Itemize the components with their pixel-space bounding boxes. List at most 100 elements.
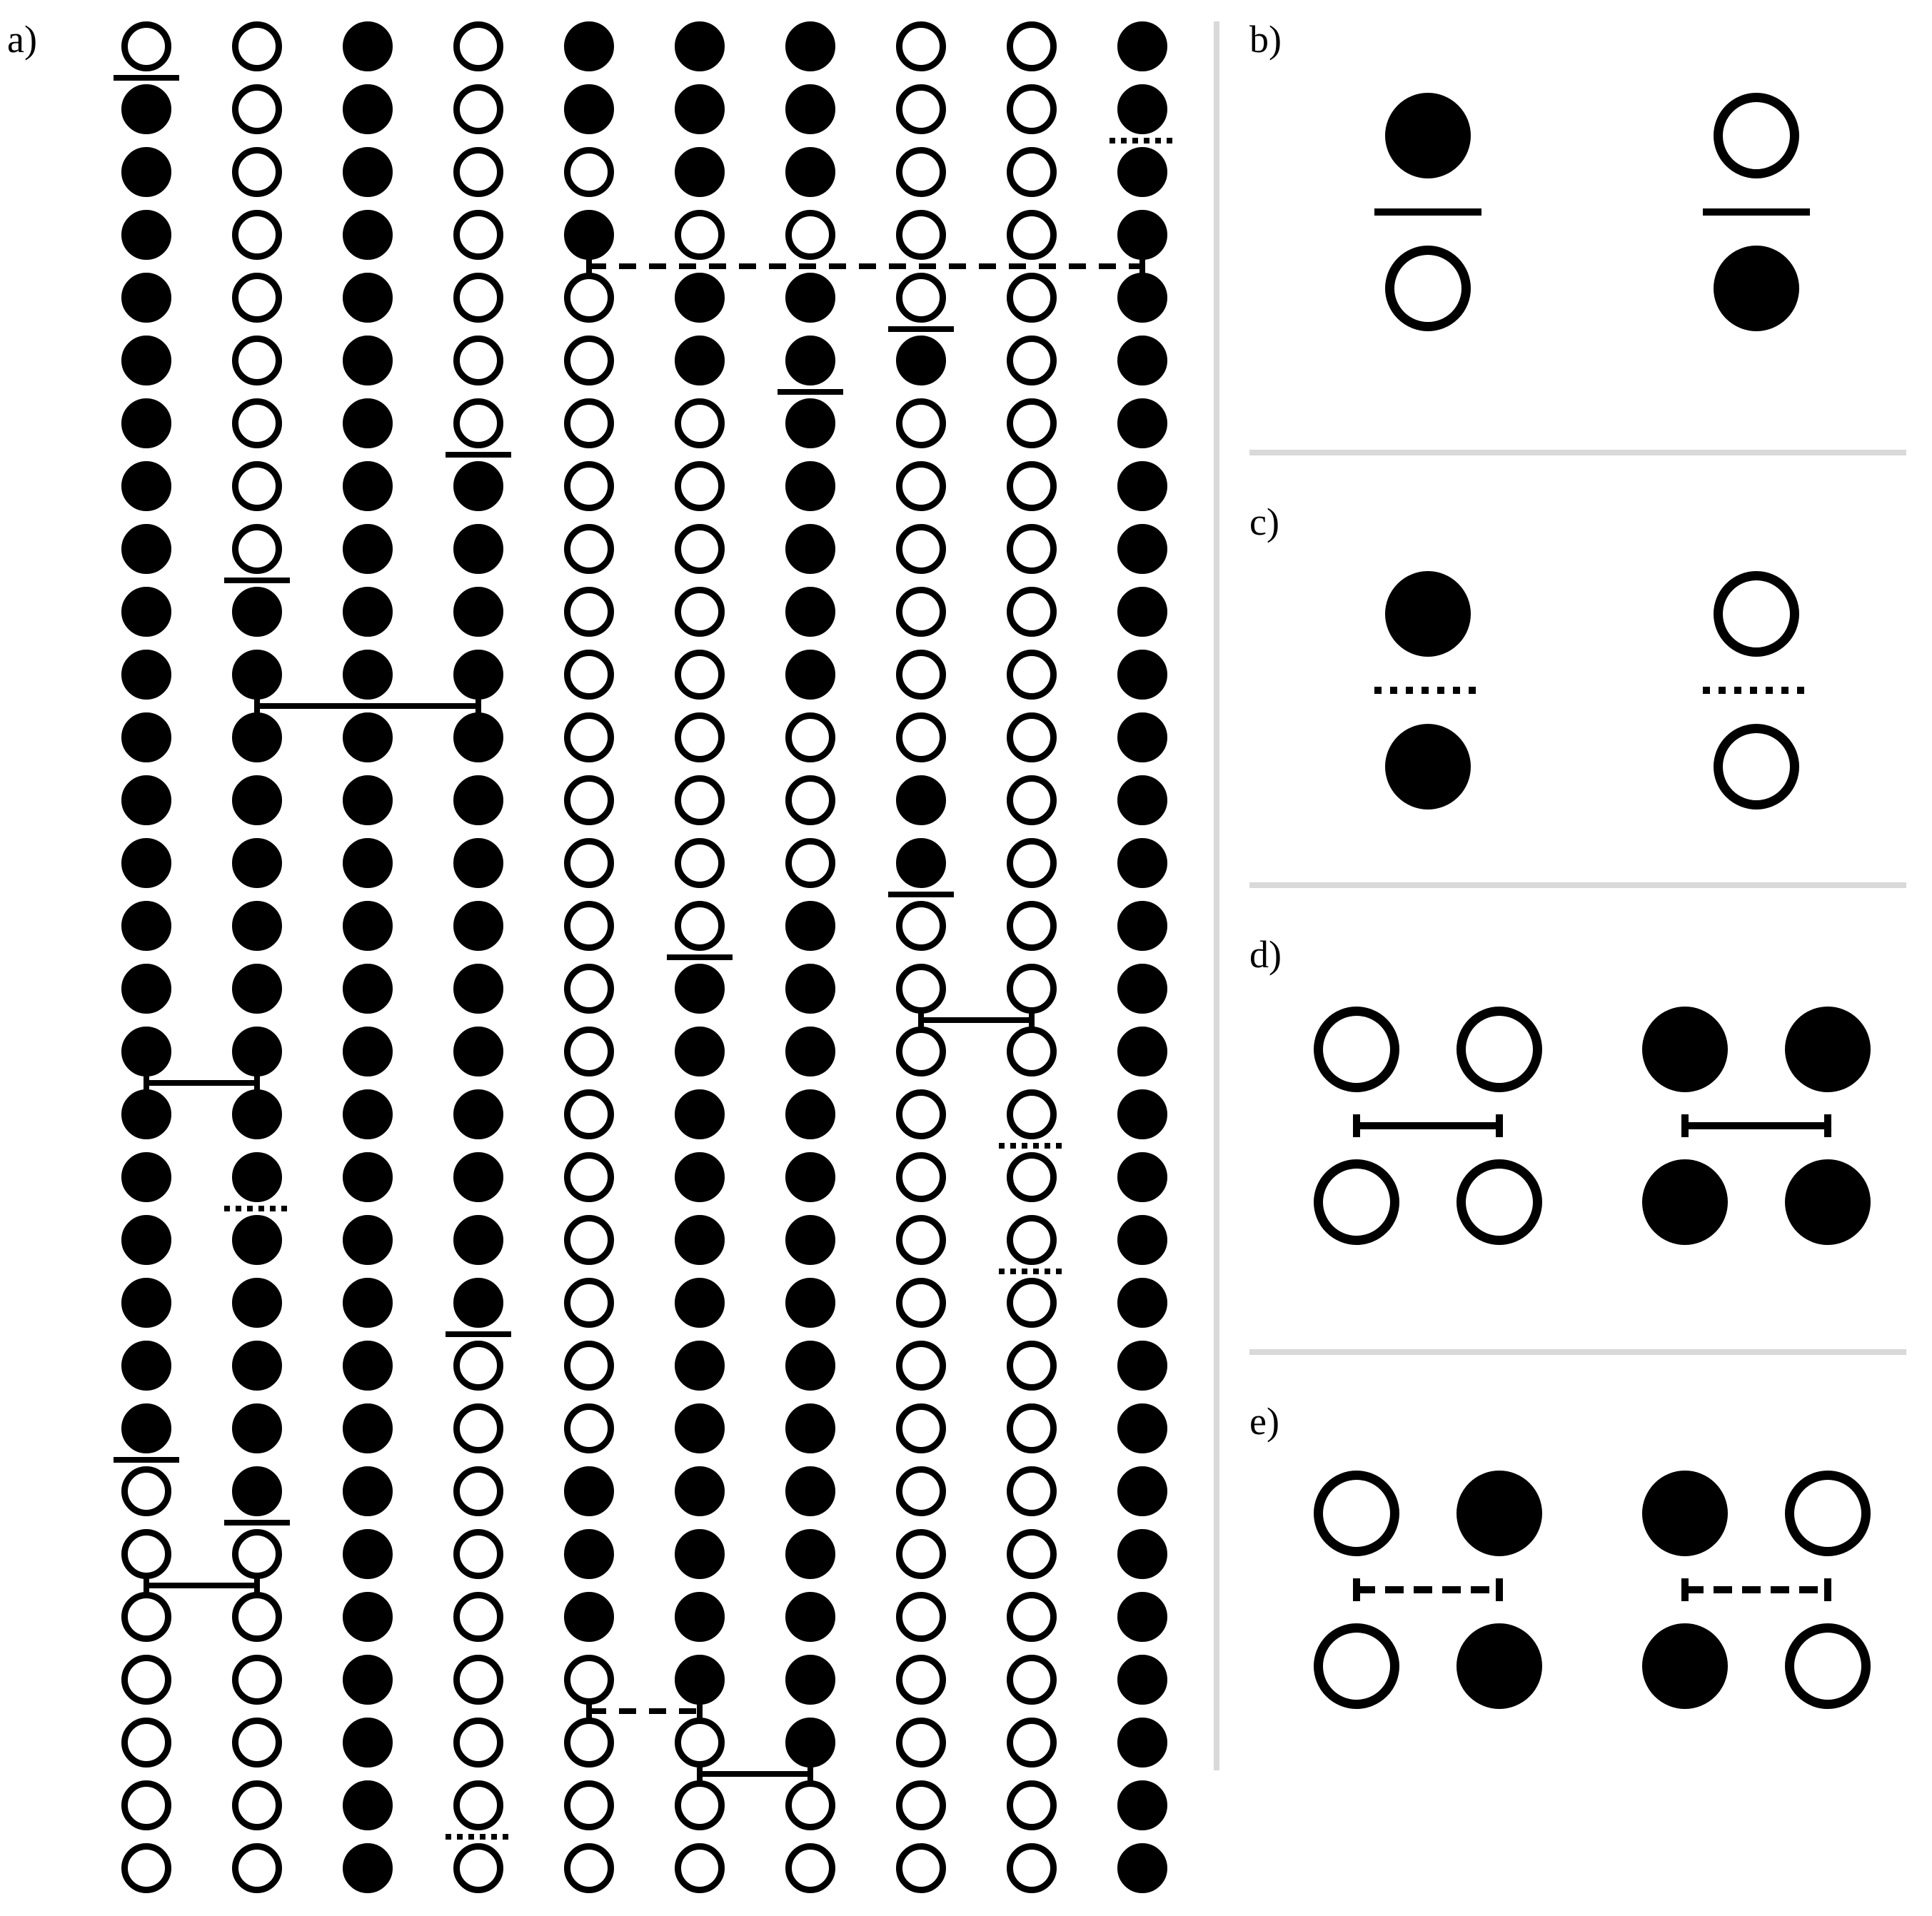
grid-dot (896, 1403, 946, 1453)
grid-dot (896, 1152, 946, 1202)
panel-label-a: a) (7, 17, 37, 61)
grid-dot (675, 273, 725, 323)
grid-dot (564, 1718, 614, 1768)
grid-dot (675, 1089, 725, 1139)
dotted-line (589, 1708, 700, 1714)
grid-dot (675, 587, 725, 637)
grid-dot (121, 21, 171, 71)
grid-dot (785, 1780, 835, 1830)
grid-dot (1117, 838, 1167, 888)
grid-dot (896, 336, 946, 385)
grid-dot (1007, 524, 1057, 574)
grid-dot (1007, 1843, 1057, 1893)
grid-dot (896, 1466, 946, 1516)
dotted-line (589, 263, 1142, 269)
grid-dot (343, 1843, 393, 1893)
dotted-line (224, 1206, 290, 1211)
grid-dot (232, 461, 282, 511)
grid-dot (1714, 93, 1799, 178)
grid-dot (675, 1843, 725, 1893)
grid-dot (1714, 246, 1799, 331)
grid-dot (121, 1341, 171, 1391)
grid-dot (896, 1027, 946, 1077)
grid-dot (343, 775, 393, 825)
grid-dot (675, 336, 725, 385)
grid-dot (453, 398, 503, 448)
grid-dot (453, 1780, 503, 1830)
grid-dot (1385, 246, 1471, 331)
grid-dot (121, 775, 171, 825)
grid-dot (1007, 461, 1057, 511)
grid-dot (343, 84, 393, 134)
grid-dot (896, 712, 946, 762)
grid-dot (1642, 1471, 1728, 1556)
panel-label-c: c) (1249, 500, 1279, 544)
grid-dot (675, 1466, 725, 1516)
grid-dot (1007, 964, 1057, 1014)
grid-dot (1117, 1718, 1167, 1768)
dotted-line (1374, 687, 1481, 694)
grid-dot (675, 1215, 725, 1265)
grid-dot (896, 775, 946, 825)
grid-dot (1007, 1780, 1057, 1830)
grid-dot (232, 84, 282, 134)
grid-dot (121, 1152, 171, 1202)
grid-dot (453, 1843, 503, 1893)
grid-dot (343, 587, 393, 637)
tick (697, 1765, 703, 1783)
grid-dot (232, 1341, 282, 1391)
grid-dot (675, 1718, 725, 1768)
grid-dot (232, 1403, 282, 1453)
solid-line (700, 1771, 810, 1777)
grid-dot (453, 1403, 503, 1453)
grid-dot (232, 775, 282, 825)
grid-dot (1007, 336, 1057, 385)
grid-dot (785, 1278, 835, 1328)
grid-dot (1117, 461, 1167, 511)
grid-dot (896, 84, 946, 134)
grid-dot (453, 838, 503, 888)
grid-dot (121, 1027, 171, 1077)
grid-dot (564, 587, 614, 637)
grid-dot (564, 1843, 614, 1893)
grid-dot (675, 775, 725, 825)
grid-dot (1007, 21, 1057, 71)
grid-dot (1117, 1152, 1167, 1202)
grid-dot (896, 1780, 946, 1830)
solid-line (888, 892, 954, 897)
solid-line (1357, 1122, 1499, 1129)
grid-dot (896, 1529, 946, 1579)
grid-dot (564, 650, 614, 700)
grid-dot (453, 1152, 503, 1202)
grid-dot (1117, 21, 1167, 71)
grid-dot (232, 1780, 282, 1830)
grid-dot (343, 712, 393, 762)
grid-dot (564, 524, 614, 574)
tick (1496, 1114, 1503, 1137)
panel-label-b: b) (1249, 17, 1282, 61)
grid-dot (675, 1278, 725, 1328)
grid-dot (1785, 1007, 1871, 1092)
solid-line (446, 452, 511, 458)
solid-line (257, 703, 478, 709)
grid-dot (1117, 336, 1167, 385)
dotted-line (1357, 1586, 1499, 1593)
grid-dot (785, 21, 835, 71)
grid-dot (896, 1843, 946, 1893)
grid-dot (343, 1592, 393, 1642)
grid-dot (1007, 901, 1057, 951)
solid-line (778, 389, 843, 395)
grid-dot (121, 901, 171, 951)
solid-line (1374, 208, 1481, 216)
grid-dot (785, 1027, 835, 1077)
grid-dot (896, 524, 946, 574)
grid-dot (121, 587, 171, 637)
grid-dot (785, 1403, 835, 1453)
grid-dot (1117, 1843, 1167, 1893)
grid-dot (453, 1592, 503, 1642)
grid-dot (785, 84, 835, 134)
grid-dot (564, 1466, 614, 1516)
solid-line (224, 1520, 290, 1526)
tick (254, 697, 260, 715)
grid-dot (896, 1215, 946, 1265)
